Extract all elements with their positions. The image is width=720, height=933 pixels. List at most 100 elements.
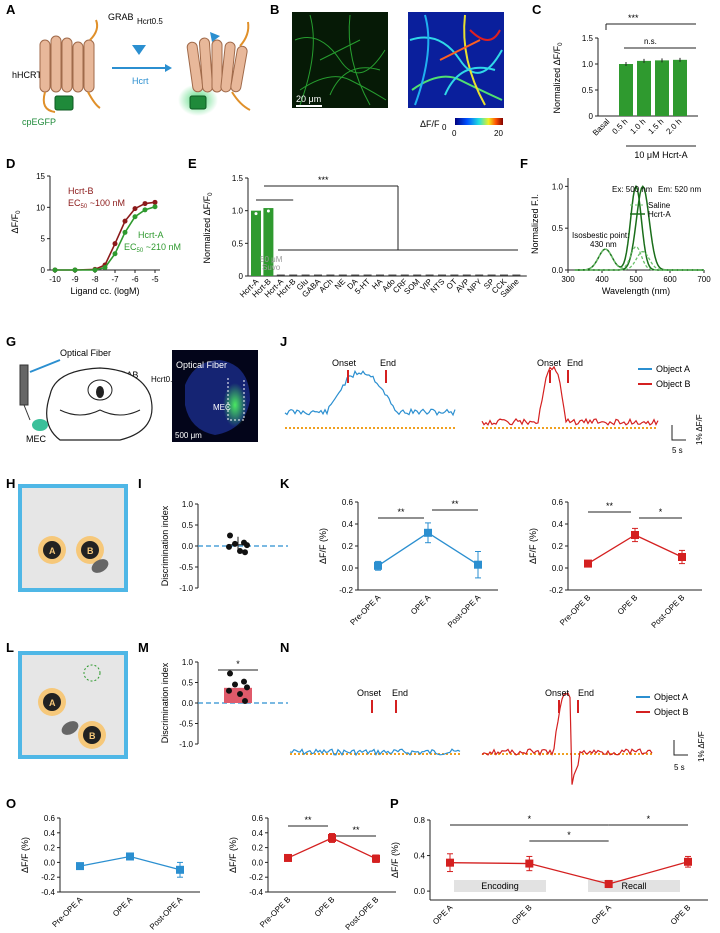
p-sig-label: * <box>567 830 571 840</box>
receptor-right-icon <box>178 21 251 116</box>
panel-g-schematic: Optical Fiber AAV-hsyn-GRAB Hcrt0.5 MEC … <box>19 348 258 444</box>
e-x-tick-label: NTS <box>429 277 447 295</box>
m-y-tick-label: 0.5 <box>182 679 194 688</box>
k2-y-label: ΔF/F (%) <box>528 528 538 564</box>
j-trace-object-b <box>481 365 659 426</box>
o2-point <box>328 833 336 842</box>
panel-label-p: P <box>390 796 399 811</box>
f-x-tick-label: 500 <box>629 275 643 284</box>
d-point <box>72 267 78 273</box>
k2-point <box>678 553 686 561</box>
e-point <box>266 209 270 213</box>
d-y-label: ΔF/F0 <box>10 210 22 234</box>
panel-label-c: C <box>532 2 542 17</box>
e-annot-1: 50 μM <box>260 255 283 264</box>
n-scale-bar <box>673 740 688 756</box>
f-legend-hcrt: Hcrt-A <box>648 210 671 219</box>
o2-x-tick-label: Pre-OPE B <box>258 895 292 929</box>
d-point <box>152 199 158 205</box>
k2-x-tick-label: Post-OPE B <box>650 593 687 630</box>
k1-y-tick-label: 0.2 <box>342 542 354 551</box>
brain-slice-icon <box>46 367 153 441</box>
d-point <box>102 264 108 270</box>
d-point <box>112 241 118 247</box>
o1-x-tick-label: OPE A <box>111 895 135 919</box>
k2-x-tick-label: OPE B <box>616 593 640 617</box>
f-saline-em <box>574 250 704 271</box>
f-legend-saline: Saline <box>648 201 671 210</box>
o1-y-tick-label: 0.6 <box>44 814 56 823</box>
c-x-tick-label: 0.5 h <box>610 117 629 136</box>
p-phase-recall: Recall <box>621 881 646 891</box>
heatmap-image <box>408 12 504 108</box>
j-trace-object-a <box>284 369 456 417</box>
d-x-tick-label: -5 <box>151 275 159 284</box>
i-point <box>227 532 233 539</box>
cbar-sub: 0 <box>442 123 447 132</box>
syringe-icon <box>19 364 29 406</box>
o2-y-tick-label: 0.4 <box>252 829 264 838</box>
i-y-tick-label: 1.0 <box>182 500 194 509</box>
j-legend-a: Object A <box>656 364 690 374</box>
n-trace-object-b <box>481 692 653 785</box>
p-phase-encoding: Encoding <box>481 881 519 891</box>
d-point <box>142 207 148 213</box>
o1-y-tick-label: -0.4 <box>41 888 55 897</box>
panel-j-traces: Onset End Onset End Object A Object B 1% ΔF/F 5… <box>284 358 704 455</box>
panel-l-arena: A B <box>18 651 128 759</box>
i-y-label: Discrimination index <box>160 505 170 586</box>
i-point <box>242 549 248 556</box>
n-scale-x: 5 s <box>674 763 685 772</box>
cbar-min: 0 <box>452 129 457 138</box>
k1-y-label: ΔF/F (%) <box>318 528 328 564</box>
c-x-tick-label: 1.5 h <box>646 117 665 136</box>
object-b-label: B <box>87 546 94 556</box>
k1-y-tick-label: 0.4 <box>342 520 354 529</box>
f-x-tick-label: 700 <box>697 275 711 284</box>
o2-x-tick-label: Post-OPE B <box>344 895 381 932</box>
c-y-tick-label: 0 <box>589 112 594 121</box>
e-y-label: Normalized ΔF/F0 <box>202 192 214 264</box>
o1-y-tick-label: 0.4 <box>44 829 56 838</box>
j-onset-b: Onset <box>537 358 562 368</box>
k1-x-tick-label: OPE A <box>409 593 433 617</box>
p-x-tick-label: OPE A <box>590 903 614 927</box>
mec-label: MEC <box>26 434 47 444</box>
d-x-label: Ligand cc. (logM) <box>70 286 139 296</box>
e-x-tick-label: NPY <box>466 277 484 295</box>
d-point <box>112 251 118 257</box>
o2-y-tick-label: 0.6 <box>252 814 264 823</box>
j-end-b: End <box>567 358 583 368</box>
k1-x-tick-label: Pre-OPE A <box>348 593 382 627</box>
sensor-sub: Hcrt0.5 <box>137 17 163 26</box>
j-onset-a: Onset <box>332 358 357 368</box>
d-x-tick-label: -8 <box>91 275 99 284</box>
m-point <box>227 670 233 677</box>
e-x-tick-label: ACh <box>317 277 334 294</box>
cbar-label: ΔF/F <box>420 119 440 129</box>
m-point <box>232 681 238 688</box>
f-y-tick-label: 0.0 <box>552 266 564 275</box>
d-x-tick-label: -6 <box>131 275 139 284</box>
c-caption: 10 μM Hcrt-A <box>634 150 687 160</box>
f-annot-iso: Isosbestic point: <box>572 231 629 240</box>
e-bar <box>251 210 261 276</box>
o1-x-tick-label: Post-OPE A <box>148 895 185 932</box>
k1-point <box>374 561 382 570</box>
panel-label-o: O <box>6 796 16 811</box>
mec-label-2: MEC <box>213 403 231 412</box>
chart-d: 0 5 10 15 ΔF/F0 -10 -9 -8 -7 -6 -5 Ligand cc. (logM… <box>10 172 181 296</box>
e-annot-2: Suvo <box>262 263 281 272</box>
c-bar <box>673 59 687 116</box>
d-legend-hcrt-a: Hcrt-A <box>138 230 164 240</box>
d-y-tick-label: 10 <box>36 203 45 212</box>
receptor-left-icon <box>39 19 101 113</box>
ligand-label: Hcrt <box>132 76 149 86</box>
c-x-tick-label: 2.0 h <box>664 117 683 136</box>
e-point <box>254 212 258 216</box>
o2-point <box>284 853 292 862</box>
chart-o2: 0.6 0.4 0.2 0.0 -0.2 -0.4 ΔF/F (%) Pre-OPE B OPE… <box>228 814 396 932</box>
c-x-tick-label: Basal <box>591 117 612 138</box>
p-y-tick-label: 0.0 <box>414 887 426 896</box>
k1-y-tick-label: 0.0 <box>342 564 354 573</box>
